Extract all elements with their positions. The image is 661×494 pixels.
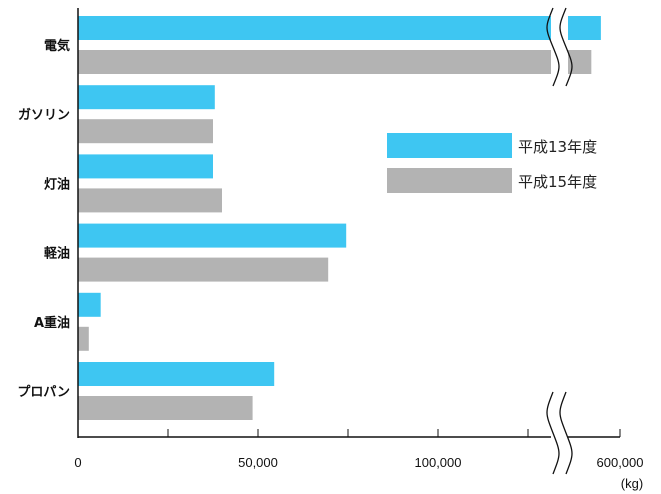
- legend-swatch-h13: [387, 133, 512, 158]
- legend-label: 平成13年度: [518, 138, 597, 156]
- bars-layer: [78, 16, 601, 420]
- bar-h15-2: [78, 188, 222, 213]
- bar-h13-2: [78, 154, 213, 179]
- bar-h13-5: [78, 362, 275, 386]
- bar-h13-1: [78, 85, 215, 110]
- bar-h13-4: [78, 292, 101, 317]
- category-label: 電気: [44, 38, 70, 54]
- category-label: A重油: [34, 315, 70, 331]
- x-tick-label: 0: [74, 455, 81, 470]
- bar-h13-0: [78, 16, 601, 40]
- bar-h15-1: [78, 119, 213, 144]
- axis-break-line: [559, 391, 573, 475]
- legend-swatch-h15: [387, 168, 512, 193]
- x-tick-label: 100,000: [415, 455, 462, 470]
- axis-break-line: [546, 7, 560, 87]
- category-label: ガソリン: [18, 108, 70, 123]
- x-tick-label: 50,000: [238, 455, 278, 470]
- category-label: 軽油: [44, 246, 70, 262]
- axis-break-gap: [551, 392, 568, 474]
- bar-h15-3: [78, 257, 329, 282]
- category-label: プロパン: [17, 385, 70, 400]
- category-label: 灯油: [44, 176, 70, 192]
- x-unit-label: (kg): [621, 476, 643, 491]
- legend-label: 平成15年度: [518, 173, 597, 191]
- axis-break-line: [546, 391, 560, 475]
- x-axis: 0 50,000 100,000 600,000 (kg): [74, 8, 644, 491]
- bar-h15-4: [78, 326, 89, 351]
- bar-h15-5: [78, 396, 253, 420]
- x-tick-label: 600,000: [597, 455, 644, 470]
- bar-h13-3: [78, 223, 347, 248]
- bar-h15-0: [78, 50, 592, 74]
- axis-break-line: [559, 7, 573, 87]
- axis-break-marks: [546, 7, 573, 475]
- axis-break-gap: [551, 8, 568, 86]
